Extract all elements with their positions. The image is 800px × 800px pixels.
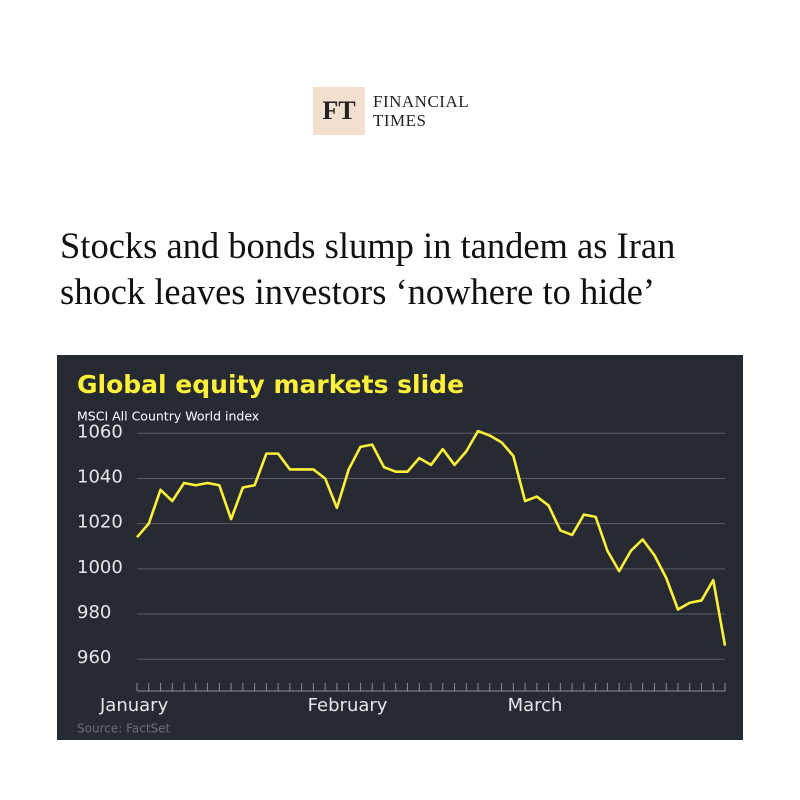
chart: Global equity markets slide MSCI All Cou… xyxy=(57,355,743,740)
y-tick-label: 1040 xyxy=(77,466,123,487)
chart-subtitle: MSCI All Country World index xyxy=(77,409,259,424)
logo-mark: FT xyxy=(313,87,365,135)
source: Source: FactSet xyxy=(77,722,171,736)
logo: FT FINANCIAL TIMES xyxy=(313,87,469,135)
x-tick-label: March xyxy=(508,695,563,716)
chart-title: Global equity markets slide xyxy=(77,370,464,399)
y-tick-label: 980 xyxy=(77,602,111,623)
x-tick-label: February xyxy=(308,695,388,716)
y-tick-label: 1000 xyxy=(77,557,123,578)
y-tick-label: 960 xyxy=(77,647,111,668)
y-tick-label: 1020 xyxy=(77,512,123,533)
line xyxy=(136,429,727,646)
headline-line: shock leaves investors ‘nowhere to hide’ xyxy=(60,271,655,312)
y-tick-label: 1060 xyxy=(77,421,123,442)
headline-line: Stocks and bonds slump in tandem as Iran xyxy=(60,225,676,266)
brand: FINANCIAL TIMES xyxy=(373,92,469,130)
brand-line: TIMES xyxy=(373,111,427,130)
brand-line: FINANCIAL xyxy=(373,92,470,111)
headline: Stocks and bonds slump in tandem as Iran… xyxy=(60,223,675,315)
x-tick-label: January xyxy=(99,695,169,716)
chart-background xyxy=(57,355,743,740)
